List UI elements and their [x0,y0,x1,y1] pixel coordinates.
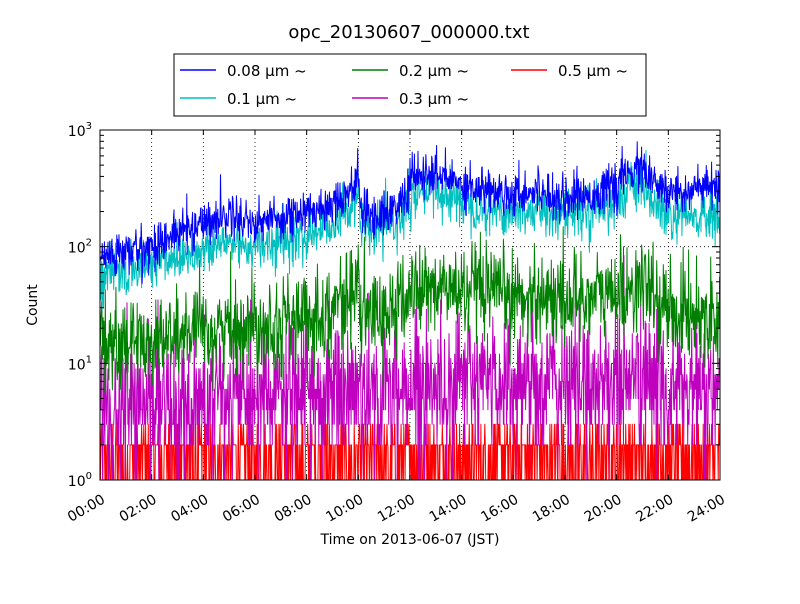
series-line-3 [100,255,720,480]
legend-label: 0.08 μm ~ [227,62,307,80]
legend-entry: 0.2 μm ~ [352,62,469,80]
legend-entry: 0.1 μm ~ [180,90,297,108]
legend-label: 0.2 μm ~ [399,62,469,80]
x-axis-title: Time on 2013-06-07 (JST) [320,532,500,548]
y-tick-label: 100 [68,471,92,490]
legend-box [173,53,647,117]
y-tick-label: 102 [68,238,92,257]
legend-label: 0.5 μm ~ [558,62,628,80]
y-axis-label: Count [25,284,41,326]
series-layer [100,141,720,480]
legend-entry: 0.3 μm ~ [352,90,469,108]
chart-title: opc_20130607_000000.txt [288,22,529,43]
legend-entry: 0.08 μm ~ [180,62,307,80]
y-tick-label: 101 [68,354,92,373]
series-line-4 [100,423,720,480]
x-axis-label: Time on 2013-06-07 (JST) [320,532,500,548]
legend-label: 0.3 μm ~ [399,90,469,108]
legend: 0.08 μm ~ 0.1 μm ~ 0.2 μm ~ 0.3 μm ~ 0.5 μm … [173,53,647,117]
legend-label: 0.1 μm ~ [227,90,297,108]
y-axis-title: Count [25,284,41,326]
series-line-0 [100,141,720,284]
y-tick-label: 103 [68,121,92,140]
legend-entry: 0.5 μm ~ [511,62,628,80]
series-line-2 [100,226,720,419]
